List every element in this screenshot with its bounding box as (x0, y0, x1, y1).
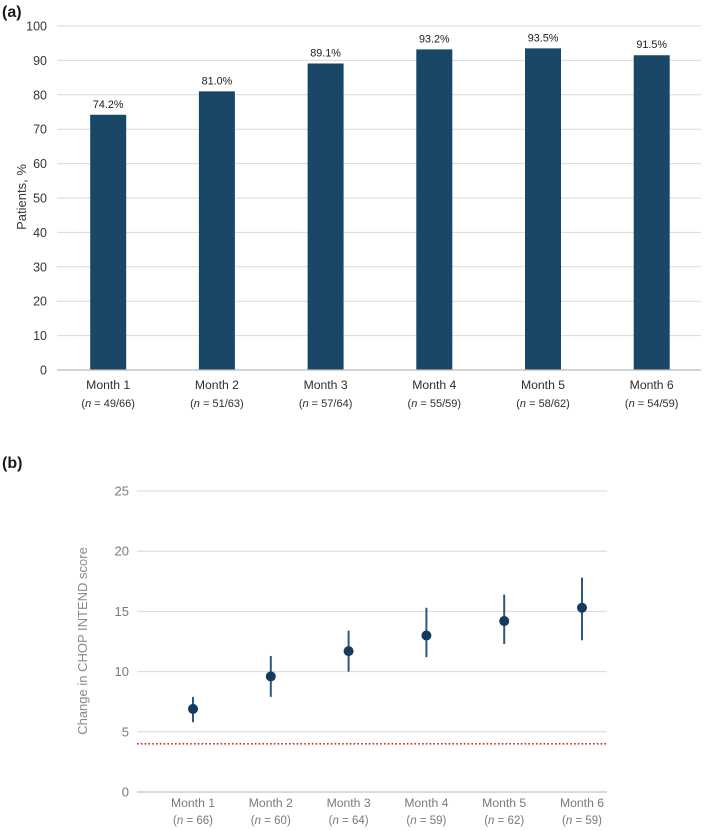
bar-month-4 (416, 49, 453, 370)
panel-b-label: (b) (2, 455, 23, 472)
y-tick-label: 100 (26, 20, 47, 34)
x-tick-n-label: (n = 60) (251, 815, 291, 827)
x-tick-label: Month 2 (195, 378, 239, 392)
y-tick-label: 5 (122, 724, 129, 739)
data-point-month-6 (577, 602, 587, 613)
y-axis-title-b: Change in CHOP INTEND score (75, 547, 90, 735)
x-tick-label: Month 4 (404, 796, 448, 810)
y-tick-label: 20 (33, 295, 47, 309)
y-tick-label: 0 (122, 785, 129, 800)
bar-value-label: 91.5% (636, 39, 667, 51)
y-tick-label: 60 (33, 157, 47, 171)
y-axis-title-a: Patients, % (14, 164, 29, 230)
y-tick-label: 50 (33, 192, 47, 206)
y-tick-label: 10 (115, 664, 129, 679)
bar-month-2 (198, 91, 235, 371)
x-tick-n-label: (n = 51/63) (190, 398, 244, 410)
y-tick-label: 0 (40, 364, 47, 378)
x-tick-n-label: (n = 62) (484, 815, 524, 827)
bar-value-label: 93.5% (528, 32, 559, 44)
data-point-month-4 (421, 630, 432, 641)
x-tick-n-label: (n = 64) (329, 815, 369, 827)
x-tick-label: Month 5 (482, 796, 526, 810)
x-tick-label: Month 5 (521, 378, 565, 392)
bar-month-1 (90, 114, 127, 370)
data-point-month-2 (265, 671, 276, 682)
x-tick-n-label: (n = 57/64) (299, 398, 353, 410)
bar-value-label: 89.1% (310, 47, 341, 59)
y-tick-label: 30 (33, 260, 47, 274)
data-point-month-5 (499, 616, 510, 627)
x-tick-n-label: (n = 49/66) (81, 398, 135, 410)
x-tick-label: Month 1 (171, 796, 215, 810)
x-tick-n-label: (n = 66) (173, 815, 213, 827)
panel-a-label: (a) (2, 4, 22, 21)
data-point-month-1 (188, 703, 198, 714)
x-tick-label: Month 3 (304, 378, 348, 392)
bar-value-label: 74.2% (93, 99, 124, 111)
x-tick-n-label: (n = 54/59) (625, 398, 679, 410)
x-tick-label: Month 3 (327, 796, 371, 810)
x-tick-label: Month 2 (249, 796, 293, 810)
x-tick-label: Month 6 (630, 378, 674, 392)
bar-month-3 (307, 63, 344, 370)
y-tick-label: 90 (33, 54, 47, 68)
y-tick-label: 70 (33, 123, 47, 137)
y-tick-label: 40 (33, 226, 47, 240)
data-point-month-3 (343, 646, 354, 657)
x-tick-n-label: (n = 59) (562, 815, 602, 827)
y-tick-label: 80 (33, 88, 47, 102)
bar-value-label: 93.2% (419, 33, 450, 45)
y-tick-label: 10 (33, 329, 47, 343)
x-tick-label: Month 4 (412, 378, 456, 392)
x-tick-n-label: (n = 55/59) (408, 398, 462, 410)
x-tick-n-label: (n = 58/62) (516, 398, 570, 410)
x-tick-n-label: (n = 59) (406, 815, 446, 827)
y-tick-label: 15 (115, 604, 129, 619)
x-tick-label: Month 6 (560, 796, 604, 810)
y-tick-label: 25 (115, 484, 129, 499)
y-tick-label: 20 (115, 544, 129, 559)
bar-value-label: 81.0% (202, 75, 233, 87)
bar-month-6 (633, 55, 670, 371)
x-tick-label: Month 1 (86, 378, 130, 392)
bar-month-5 (525, 48, 561, 371)
